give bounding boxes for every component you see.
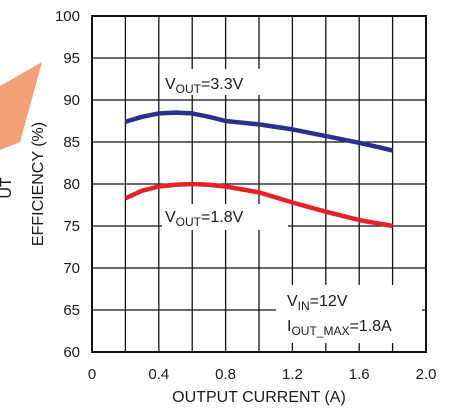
condition-iout-rest: =1.8A bbox=[349, 318, 392, 335]
series-label-1v8-sub: OUT bbox=[176, 215, 202, 229]
x-tick-label: 2.0 bbox=[416, 366, 437, 383]
condition-iout-main: I bbox=[287, 318, 291, 335]
series-label-1v8: VOUT=1.8V bbox=[165, 209, 244, 229]
cropped-side-text: UT bbox=[0, 177, 15, 199]
condition-vin-rest: =12V bbox=[310, 293, 348, 310]
condition-iout-sub: OUT_MAX bbox=[291, 324, 349, 338]
y-tick-label: 80 bbox=[63, 176, 80, 193]
y-tick-label: 70 bbox=[63, 260, 80, 277]
series-label-3v3-rest: =3.3V bbox=[201, 76, 244, 93]
series-line-vout-1v8 bbox=[124, 181, 393, 229]
y-tick-label: 60 bbox=[63, 344, 80, 361]
x-axis-title: OUTPUT CURRENT (A) bbox=[172, 389, 346, 406]
y-tick-label: 90 bbox=[63, 92, 80, 109]
series-label-1v8-main: V bbox=[165, 209, 176, 226]
y-tick-label: 65 bbox=[63, 302, 80, 319]
series-label-1v8-rest: =1.8V bbox=[201, 209, 244, 226]
series-line-vout-3v3 bbox=[124, 110, 394, 153]
series-lines bbox=[124, 110, 394, 229]
condition-vin-main: V bbox=[287, 293, 298, 310]
y-tick-labels: 60 65 70 75 80 85 90 95 100 bbox=[55, 8, 80, 361]
x-tick-label: 0.8 bbox=[215, 366, 236, 383]
y-tick-label: 100 bbox=[55, 8, 80, 25]
y-tick-label: 75 bbox=[63, 218, 80, 235]
condition-vin-sub: IN bbox=[298, 299, 310, 313]
series-label-3v3: VOUT=3.3V bbox=[165, 76, 244, 96]
y-axis-title: EFFICIENCY (%) bbox=[30, 122, 47, 246]
label-bg-3v3 bbox=[162, 69, 286, 95]
plot-frame bbox=[91, 15, 427, 353]
x-tick-label: 0 bbox=[88, 366, 96, 383]
decorative-orange-shape bbox=[0, 62, 42, 150]
y-tick-label: 85 bbox=[63, 134, 80, 151]
condition-iout-max: IOUT_MAX=1.8A bbox=[287, 318, 392, 338]
series-label-3v3-main: V bbox=[165, 76, 176, 93]
y-tick-label: 95 bbox=[63, 50, 80, 67]
x-tick-labels: 0 0.4 0.8 1.2 1.6 2.0 bbox=[88, 366, 437, 383]
series-label-3v3-sub: OUT bbox=[176, 82, 202, 96]
x-tick-label: 0.4 bbox=[148, 366, 169, 383]
x-tick-label: 1.2 bbox=[282, 366, 303, 383]
condition-vin: VIN=12V bbox=[287, 293, 348, 313]
x-tick-label: 1.6 bbox=[349, 366, 370, 383]
label-bg-1v8 bbox=[162, 204, 288, 230]
conditions-bg bbox=[276, 285, 422, 343]
